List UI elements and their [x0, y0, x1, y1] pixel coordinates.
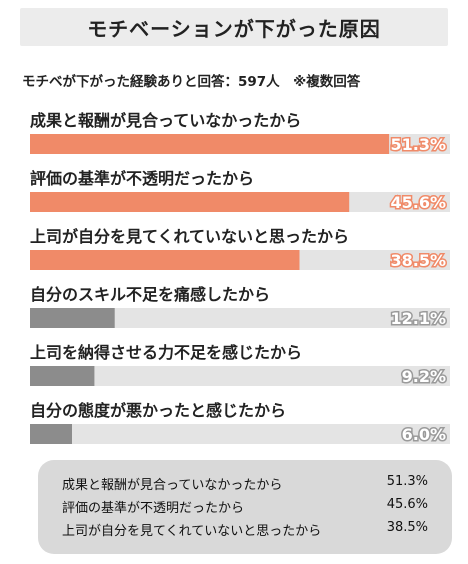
category-label: 成果と報酬が見合っていなかったから — [30, 111, 301, 130]
data-label: 6.0% — [402, 425, 446, 444]
chart-subtitle: モチベが下がった経験ありと回答：597人 ※複数回答 — [22, 74, 361, 90]
category-label: 上司が自分を見てくれていないと思ったから — [30, 227, 349, 246]
bar — [30, 192, 350, 212]
summary-label: 評価の基準が不透明だったから — [62, 501, 245, 516]
bar — [30, 250, 300, 270]
data-label: 45.6% — [390, 193, 446, 212]
summary-value: 38.5% — [386, 520, 428, 535]
summary-value: 45.6% — [386, 497, 428, 512]
summary-row: 評価の基準が不透明だったから 45.6% — [62, 497, 428, 517]
data-label: 38.5% — [390, 251, 446, 270]
category-label: 自分のスキル不足を痛感したから — [30, 285, 270, 304]
data-label: 9.2% — [402, 367, 446, 386]
chart-title: モチベーションが下がった原因 — [20, 8, 448, 46]
bar — [30, 308, 115, 328]
summary-value: 51.3% — [386, 474, 428, 489]
bar-chart: 成果と報酬が見合っていなかったから 51.3% 評価の基準が不透明だったから 45.6… — [30, 111, 450, 446]
bar-track — [30, 424, 450, 444]
bar — [30, 366, 95, 386]
data-label: 51.3% — [390, 135, 446, 154]
data-label: 12.1% — [390, 309, 446, 328]
bar — [30, 134, 390, 154]
bar — [30, 424, 72, 444]
summary-label: 成果と報酬が見合っていなかったから — [62, 478, 283, 493]
summary-label: 上司が自分を見てくれていないと思ったから — [62, 524, 322, 539]
category-label: 上司を納得させる力不足を感じたから — [30, 343, 302, 362]
category-label: 自分の態度が悪かったと感じたから — [30, 401, 286, 420]
category-label: 評価の基準が不透明だったから — [30, 169, 254, 188]
summary-row: 成果と報酬が見合っていなかったから 51.3% — [62, 474, 428, 494]
bar-track — [30, 366, 450, 386]
summary-box: 成果と報酬が見合っていなかったから 51.3% 評価の基準が不透明だったから 4… — [38, 460, 452, 554]
bar-track — [30, 308, 450, 328]
summary-row: 上司が自分を見てくれていないと思ったから 38.5% — [62, 520, 428, 540]
